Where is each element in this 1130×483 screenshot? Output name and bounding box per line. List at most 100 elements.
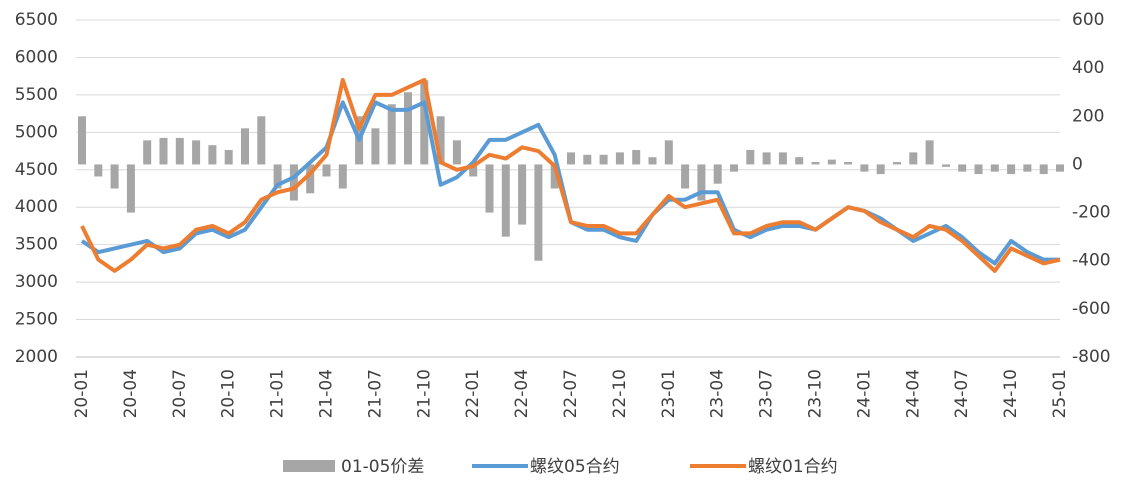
bar [192,140,201,165]
bar [876,164,885,175]
x-tick-label: 25-01 [1050,369,1070,418]
bar [746,149,755,165]
bar [909,152,918,165]
x-tick-label: 24-04 [903,369,923,418]
bar [681,164,690,189]
bar [632,149,641,165]
y2-tick-label: 600 [1072,10,1104,30]
line [80,100,1060,266]
bar [436,116,445,165]
legend-swatch [283,460,335,472]
bar [1039,164,1048,175]
x-tick-label: 22-10 [610,369,630,418]
bar [1056,164,1064,172]
bar [289,164,298,201]
y-tick-label: 2500 [15,310,58,330]
x-tick-label: 23-04 [708,369,728,418]
bar [306,164,315,194]
x-tick-label: 23-01 [659,369,679,418]
x-tick-label: 21-07 [365,369,385,418]
bar [404,92,412,165]
bar [338,164,347,189]
bar [534,164,543,261]
y-tick-label: 6000 [15,47,58,67]
bar [110,164,119,189]
bar [224,149,233,165]
bar [795,157,804,165]
x-tick-label: 23-10 [806,369,826,418]
x-tick-label: 22-07 [561,369,581,418]
bar [827,159,836,165]
bar [664,140,673,165]
bar [762,152,771,165]
bar [257,116,266,165]
line [80,77,1061,273]
x-tick-label: 20-07 [170,369,190,418]
x-tick-label: 20-04 [121,369,141,418]
y-tick-label: 3000 [15,272,58,292]
y2-tick-label: 400 [1072,58,1104,78]
y2-tick-label: -800 [1072,347,1111,367]
bar [94,164,103,177]
bar [159,137,168,165]
y-tick-label: 5500 [15,85,58,105]
bar [990,164,999,172]
y-tick-label: 4500 [15,160,58,180]
y-tick-label: 4000 [15,197,58,217]
bar [550,164,559,189]
x-tick-label: 21-10 [414,369,434,418]
x-tick-label: 24-10 [1001,369,1021,418]
legend-label: 螺纹01合约 [748,457,838,477]
y-tick-label: 2000 [15,347,58,367]
bar [713,164,722,184]
bar [860,164,869,172]
bar [893,162,901,165]
bar [811,162,820,165]
bar [143,140,152,165]
bar [648,157,657,165]
bar [322,164,331,177]
legend-label: 螺纹05合约 [530,457,620,477]
y-tick-label: 3500 [15,235,58,255]
y2-tick-label: -200 [1072,203,1111,223]
x-tick-label: 20-01 [72,369,92,418]
x-tick-label: 22-01 [463,369,483,418]
bar [241,128,249,165]
y-tick-label: 6500 [15,10,58,30]
y-tick-label: 5000 [15,122,58,142]
bar [974,164,983,175]
bar [730,164,738,172]
bar [925,140,934,165]
bar [371,128,380,165]
bar [208,145,217,165]
bar [273,164,282,189]
bar [583,154,592,165]
bar [958,164,967,172]
bar [78,116,86,165]
bar [615,152,624,165]
x-tick-label: 21-04 [317,369,337,418]
x-tick-label: 20-10 [219,369,239,418]
bar [501,164,510,237]
bar [126,164,135,213]
x-tick-label: 21-01 [268,369,288,418]
y2-tick-label: 0 [1072,154,1083,174]
x-tick-label: 22-04 [512,369,532,418]
bar [1023,164,1032,172]
bar [452,140,461,165]
x-tick-label: 23-07 [757,369,777,418]
y2-tick-label: -400 [1072,251,1111,271]
bar [420,80,429,165]
bar [567,152,575,165]
bar [778,152,787,165]
bar [941,164,950,167]
bar [387,104,396,165]
y2-tick-label: -600 [1072,299,1111,319]
bar [485,164,494,213]
bar [844,162,853,165]
bar [697,164,706,201]
legend-label: 01-05价差 [341,457,424,477]
y2-tick-label: 200 [1072,106,1104,126]
bar [469,164,478,177]
